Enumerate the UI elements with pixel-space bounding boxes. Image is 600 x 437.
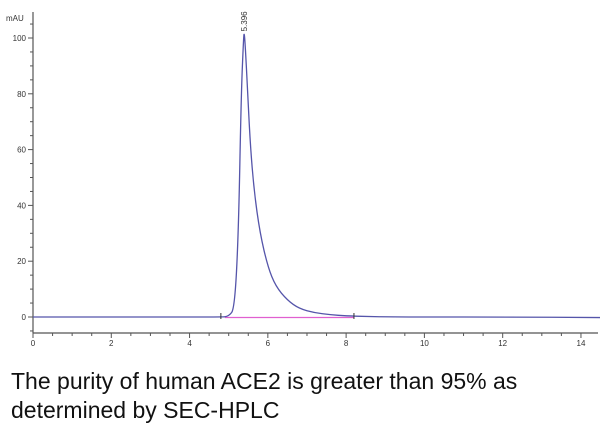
x-tick-label: 10 bbox=[420, 339, 429, 348]
x-tick-label: 14 bbox=[577, 339, 586, 348]
x-tick-label: 4 bbox=[187, 339, 192, 348]
y-tick-label: 60 bbox=[17, 146, 26, 155]
y-tick-label: 0 bbox=[22, 313, 27, 322]
y-tick-label: 20 bbox=[17, 257, 26, 266]
plot-area: 5.396 bbox=[33, 11, 600, 319]
peak-label: 5.396 bbox=[240, 11, 249, 32]
x-axis: 0 2 4 6 8 10 12 14 bbox=[31, 332, 598, 348]
x-tick-label: 12 bbox=[498, 339, 507, 348]
signal-trace bbox=[33, 33, 600, 319]
y-tick-label: 100 bbox=[13, 34, 27, 43]
caption-line-2: determined by SEC-HPLC bbox=[11, 397, 280, 423]
y-tick-label: 80 bbox=[17, 90, 26, 99]
figure-caption: The purity of human ACE2 is greater than… bbox=[11, 367, 600, 425]
caption-line-1: The purity of human ACE2 is greater than… bbox=[11, 368, 518, 394]
y-tick-label: 40 bbox=[17, 201, 26, 210]
x-tick-label: 0 bbox=[31, 339, 36, 348]
x-tick-label: 2 bbox=[109, 339, 114, 348]
x-tick-label: 6 bbox=[266, 339, 271, 348]
y-axis: 0 20 40 60 80 100 bbox=[13, 12, 34, 333]
chromatogram-chart: 0 20 40 60 80 100 0 2 4 6 8 10 12 14 5.396 mAU bbox=[6, 11, 600, 348]
y-axis-unit-label: mAU bbox=[6, 14, 24, 23]
x-tick-label: 8 bbox=[344, 339, 349, 348]
